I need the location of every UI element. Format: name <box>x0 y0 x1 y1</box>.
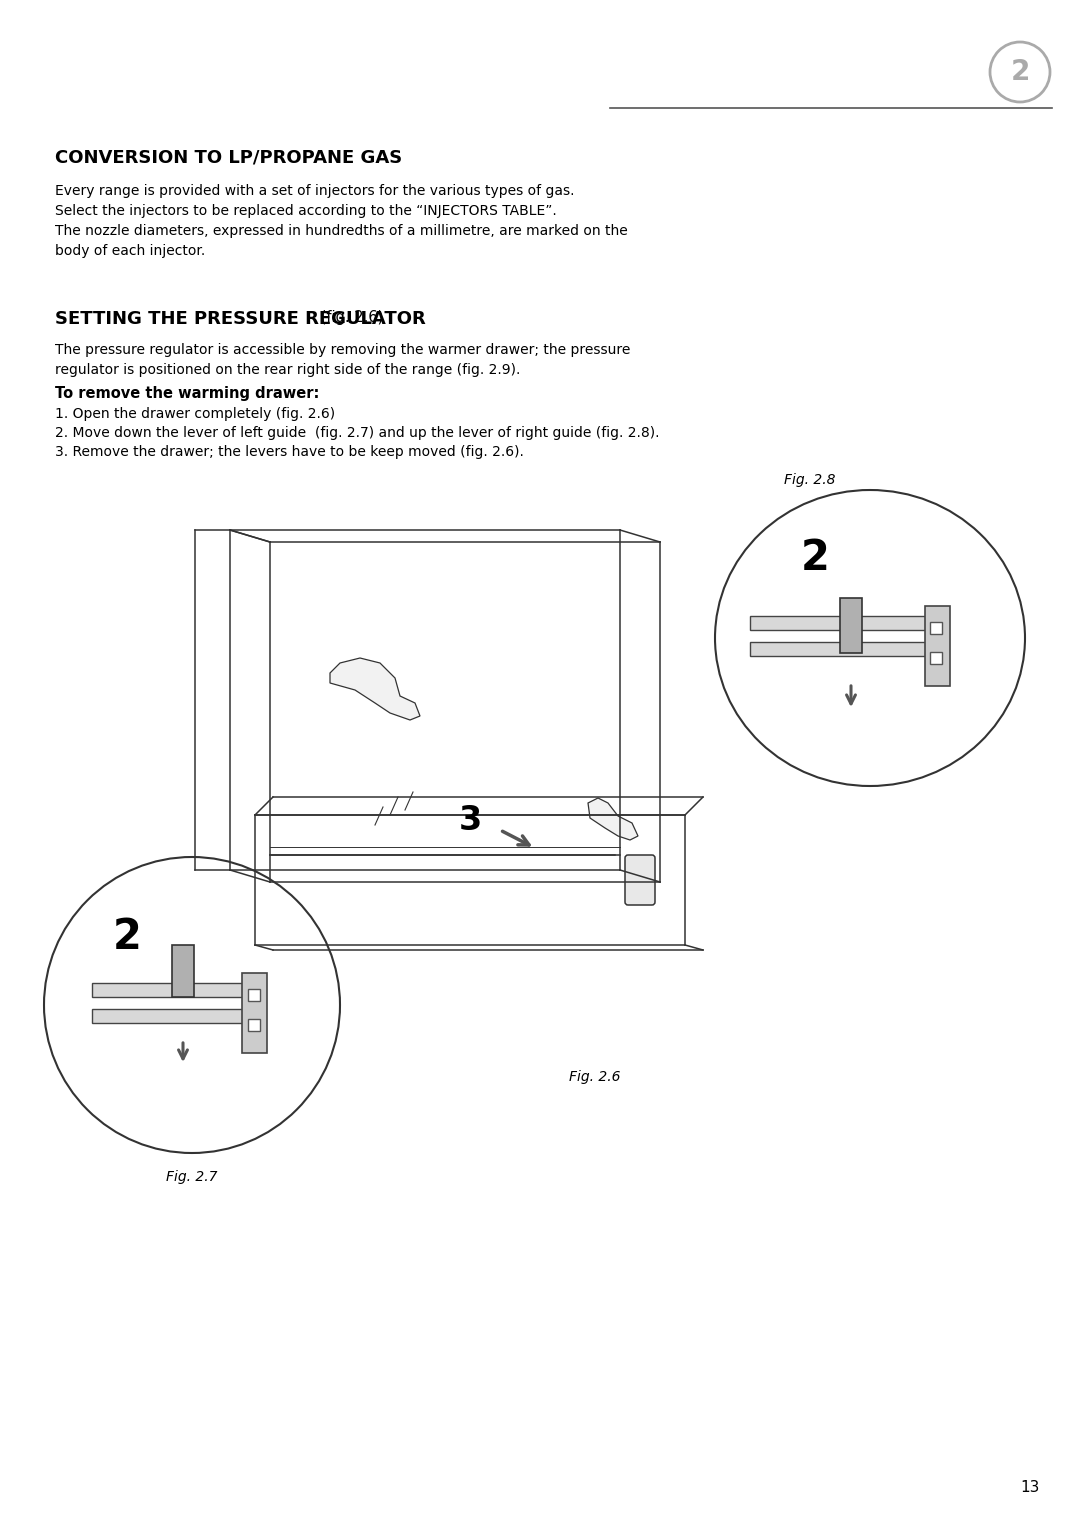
Text: Fig. 2.7: Fig. 2.7 <box>166 1170 218 1184</box>
Text: The pressure regulator is accessible by removing the warmer drawer; the pressure: The pressure regulator is accessible by … <box>55 342 631 376</box>
FancyBboxPatch shape <box>750 616 945 630</box>
Text: The nozzle diameters, expressed in hundredths of a millimetre, are marked on the: The nozzle diameters, expressed in hundr… <box>55 225 627 258</box>
FancyBboxPatch shape <box>248 989 260 1001</box>
FancyBboxPatch shape <box>930 652 942 665</box>
Text: To remove the warming drawer:: To remove the warming drawer: <box>55 387 320 400</box>
FancyBboxPatch shape <box>625 856 654 905</box>
FancyBboxPatch shape <box>840 597 862 652</box>
Ellipse shape <box>715 490 1025 785</box>
Text: SETTING THE PRESSURE REGULATOR: SETTING THE PRESSURE REGULATOR <box>55 310 426 329</box>
FancyBboxPatch shape <box>750 642 945 656</box>
FancyBboxPatch shape <box>92 983 262 996</box>
Text: 13: 13 <box>1021 1481 1040 1494</box>
FancyBboxPatch shape <box>924 607 950 686</box>
Polygon shape <box>588 798 638 840</box>
FancyBboxPatch shape <box>92 1008 262 1024</box>
Text: Select the injectors to be replaced according to the “INJECTORS TABLE”.: Select the injectors to be replaced acco… <box>55 205 557 219</box>
FancyBboxPatch shape <box>930 622 942 634</box>
Text: 1. Open the drawer completely (fig. 2.6): 1. Open the drawer completely (fig. 2.6) <box>55 406 335 422</box>
FancyBboxPatch shape <box>248 1019 260 1031</box>
FancyBboxPatch shape <box>172 944 194 996</box>
Text: 2: 2 <box>1010 58 1029 86</box>
Text: 3: 3 <box>458 804 482 836</box>
Polygon shape <box>330 659 420 720</box>
Text: 2. Move down the lever of left guide  (fig. 2.7) and up the lever of right guide: 2. Move down the lever of left guide (fi… <box>55 426 660 440</box>
Ellipse shape <box>44 857 340 1154</box>
Text: Fig. 2.6: Fig. 2.6 <box>569 1070 621 1083</box>
FancyBboxPatch shape <box>242 973 267 1053</box>
Text: CONVERSION TO LP/PROPANE GAS: CONVERSION TO LP/PROPANE GAS <box>55 148 402 167</box>
Text: Fig. 2.8: Fig. 2.8 <box>784 474 836 487</box>
Text: 2: 2 <box>800 536 829 579</box>
Text: 3. Remove the drawer; the levers have to be keep moved (fig. 2.6).: 3. Remove the drawer; the levers have to… <box>55 445 524 458</box>
Text: 2: 2 <box>112 915 141 958</box>
Text: (fig. 2.6): (fig. 2.6) <box>316 310 383 325</box>
Text: Every range is provided with a set of injectors for the various types of gas.: Every range is provided with a set of in… <box>55 183 575 199</box>
